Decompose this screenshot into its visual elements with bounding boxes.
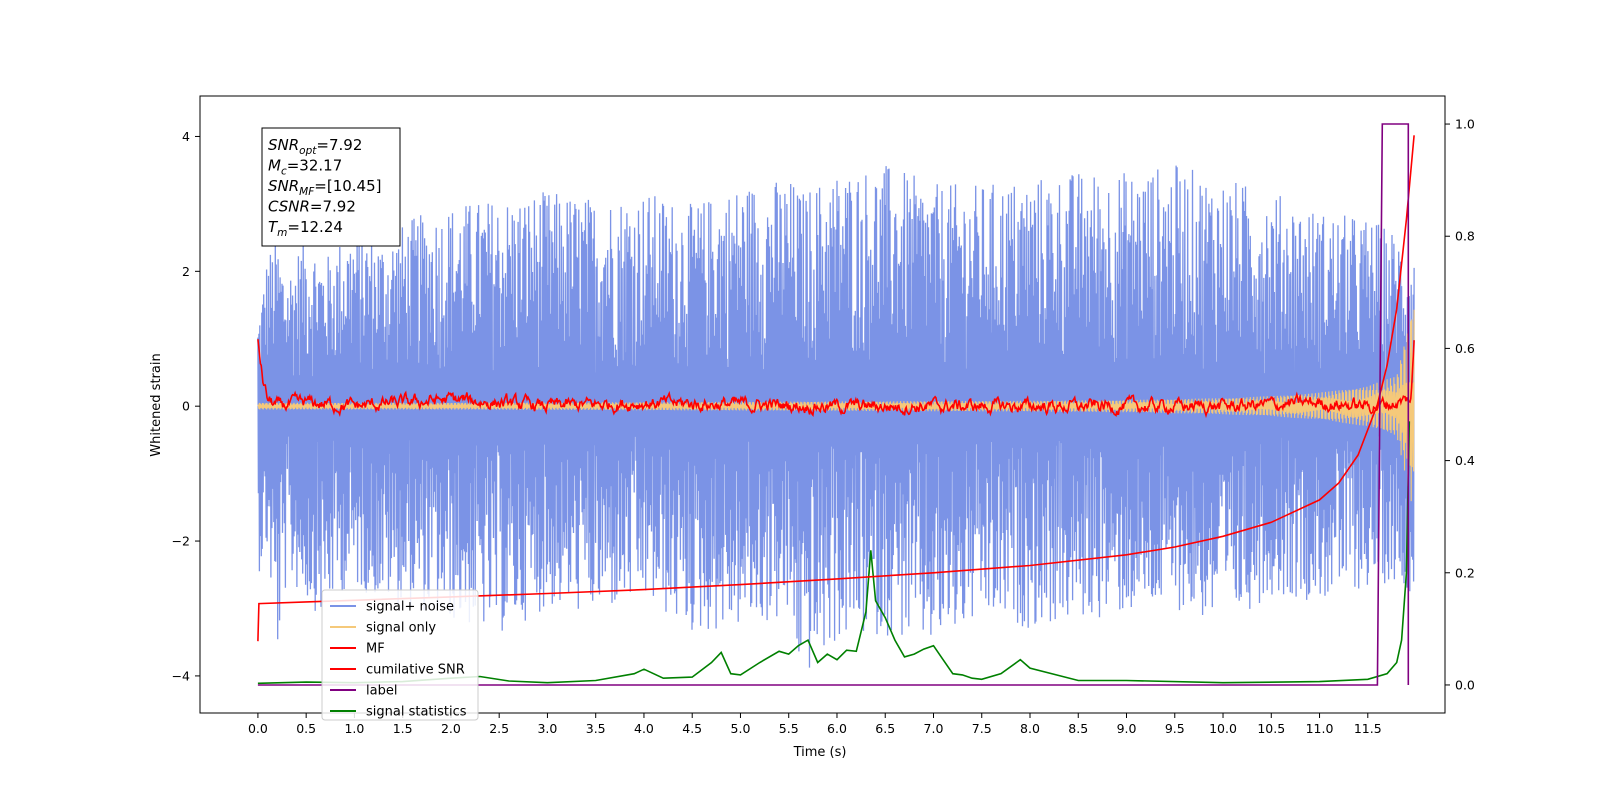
y-right-tick-label: 0.2 bbox=[1455, 565, 1475, 580]
x-tick-label: 6.0 bbox=[827, 721, 847, 736]
y-right-tick-label: 0.8 bbox=[1455, 229, 1475, 244]
info-box-line: Mc=32.17 bbox=[268, 157, 342, 178]
series-label bbox=[257, 123, 1410, 686]
x-tick-label: 9.5 bbox=[1165, 721, 1185, 736]
y-right-tick-label: 0.4 bbox=[1455, 453, 1475, 468]
y-left-tick-label: 0 bbox=[182, 399, 190, 414]
series-signal-statistics bbox=[257, 421, 1411, 685]
x-tick-label: 11.5 bbox=[1354, 721, 1382, 736]
x-tick-label: 2.5 bbox=[489, 721, 509, 736]
info-box-frame bbox=[261, 127, 401, 247]
x-tick-label: 5.0 bbox=[731, 721, 751, 736]
x-tick-label: 8.0 bbox=[1020, 721, 1040, 736]
series-signal-noise bbox=[257, 165, 1415, 668]
legend-entry: signal+ noise bbox=[366, 600, 454, 615]
x-tick-label: 2.0 bbox=[441, 721, 461, 736]
x-tick-label: 10.5 bbox=[1257, 721, 1285, 736]
x-tick-label: 4.0 bbox=[634, 721, 654, 736]
legend-entry: cumilative SNR bbox=[366, 663, 465, 678]
y-left-tick-label: −4 bbox=[172, 668, 190, 683]
y-axis-left: 4 2 0 −2 −4 bbox=[172, 129, 200, 683]
x-tick-label: 7.5 bbox=[972, 721, 992, 736]
info-box-line: SNRopt=7.92 bbox=[268, 136, 362, 157]
legend: signal+ noise signal only MF cumilative SNR… bbox=[321, 589, 479, 721]
legend-entry: label bbox=[366, 684, 397, 699]
y-right-tick-label: 0.0 bbox=[1455, 677, 1475, 692]
legend-entry: MF bbox=[366, 642, 385, 657]
x-axis: 0.0 0.5 1.0 1.5 2.0 2.5 3.0 3.5 4.0 4.5 5.0 5.5 6.0 6… bbox=[248, 713, 1382, 736]
info-box-line: SNRMF=[10.45] bbox=[268, 177, 382, 198]
x-tick-label: 7.0 bbox=[924, 721, 944, 736]
legend-frame bbox=[321, 589, 479, 721]
x-tick-label: 0.0 bbox=[248, 721, 268, 736]
series-mf bbox=[257, 339, 1415, 419]
y-axis-right: 1.0 0.8 0.6 0.4 0.2 0.0 bbox=[1445, 117, 1475, 692]
plot-frame bbox=[199, 95, 1446, 714]
y-left-tick-label: 2 bbox=[182, 264, 190, 279]
y-right-tick-label: 0.6 bbox=[1455, 341, 1475, 356]
info-box-line: Tm=12.24 bbox=[268, 218, 343, 239]
x-tick-label: 9.0 bbox=[1117, 721, 1137, 736]
x-tick-label: 5.5 bbox=[779, 721, 799, 736]
x-tick-label: 1.5 bbox=[393, 721, 413, 736]
x-tick-label: 8.5 bbox=[1068, 721, 1088, 736]
info-box: SNRopt=7.92Mc=32.17SNRMF=[10.45]CSNR=7.9… bbox=[261, 127, 401, 247]
x-tick-label: 6.5 bbox=[875, 721, 895, 736]
x-tick-label: 11.0 bbox=[1306, 721, 1334, 736]
legend-entry: signal statistics bbox=[366, 705, 467, 720]
y-axis-label: Whitened strain bbox=[149, 353, 164, 456]
x-tick-label: 4.5 bbox=[682, 721, 702, 736]
x-tick-label: 3.0 bbox=[537, 721, 557, 736]
x-tick-label: 1.0 bbox=[344, 721, 364, 736]
series-signal-only bbox=[257, 309, 1415, 502]
x-tick-label: 0.5 bbox=[296, 721, 316, 736]
x-tick-label: 3.5 bbox=[586, 721, 606, 736]
y-right-tick-label: 1.0 bbox=[1455, 117, 1475, 132]
legend-entry: signal only bbox=[366, 621, 436, 636]
y-left-tick-label: 4 bbox=[182, 129, 190, 144]
y-left-tick-label: −2 bbox=[172, 534, 190, 549]
series-layer bbox=[257, 123, 1415, 686]
info-box-line: CSNR=7.92 bbox=[268, 198, 356, 216]
x-tick-label: 10.0 bbox=[1209, 721, 1237, 736]
x-axis-label: Time (s) bbox=[793, 745, 847, 760]
